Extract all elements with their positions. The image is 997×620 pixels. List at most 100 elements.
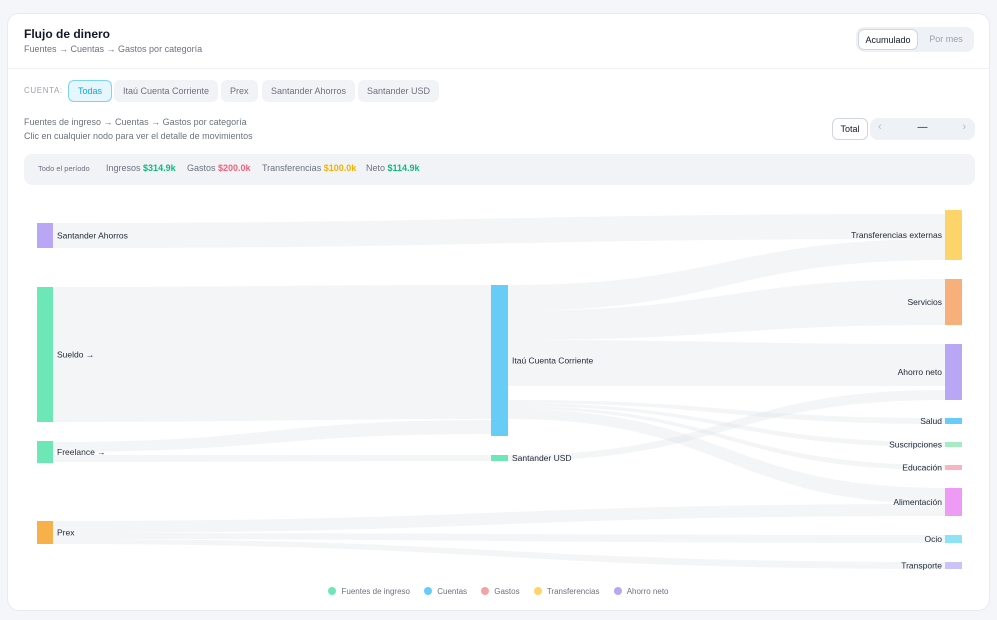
sankey-node-bar[interactable] <box>945 210 962 260</box>
sankey-node-label: Santander USD <box>512 453 572 463</box>
sankey-node-bar[interactable] <box>945 344 962 400</box>
view-accumulated-button[interactable]: Acumulado <box>858 29 918 50</box>
sankey-node-bar[interactable] <box>945 279 962 325</box>
period-pager: — ‹ › <box>870 118 975 140</box>
sankey-node-servicios[interactable]: Servicios <box>908 279 962 325</box>
sankey-node-transferencias[interactable]: Transferencias externas <box>851 210 962 260</box>
sankey-link-itau-suscripciones[interactable] <box>508 403 945 447</box>
account-chip-prex[interactable]: Prex <box>221 80 258 102</box>
income-label: Ingresos <box>106 163 141 173</box>
sankey-node-label: Freelance → <box>57 447 106 457</box>
transfer-value: $100.0k <box>323 163 357 173</box>
net-value: $114.9k <box>387 163 420 173</box>
sankey-diagram: Santander Ahorros Sueldo → Freelance → Prex… <box>37 210 962 571</box>
sankey-link-itau-salud[interactable] <box>508 400 945 424</box>
sankey-node-bar[interactable] <box>945 488 962 516</box>
sankey-node-label: Transferencias externas <box>851 230 942 240</box>
legend-dot <box>424 587 433 595</box>
sankey-node-bar[interactable] <box>945 465 962 470</box>
sankey-node-bar[interactable] <box>491 455 508 461</box>
legend: Fuentes de ingreso Cuentas Gastos Transf… <box>8 587 989 596</box>
expense-value: $200.0k <box>218 163 251 173</box>
sankey-link-itau-ahorro[interactable] <box>508 340 945 386</box>
money-flow-card: Flujo de dinero Fuentes → Cuentas → Gast… <box>7 13 990 611</box>
sankey-node-bar[interactable] <box>945 535 962 543</box>
sankey-node-label: Suscripciones <box>889 440 942 450</box>
summary-bar: Todo el período Ingresos $314.9k Gastos … <box>24 154 975 185</box>
card-header: Flujo de dinero Fuentes → Cuentas → Gast… <box>8 14 989 69</box>
sankey-node-freelance[interactable]: Freelance → <box>37 441 106 463</box>
sankey-node-bar[interactable] <box>37 223 53 248</box>
sankey-link-itau-educacion[interactable] <box>508 406 945 470</box>
sankey-node-santander_ahorros[interactable]: Santander Ahorros <box>37 223 128 248</box>
sankey-link-freelance-santander_usd[interactable] <box>53 455 491 462</box>
view-toggle: Acumulado Por mes <box>856 27 974 52</box>
sankey-node-bar[interactable] <box>945 418 962 424</box>
legend-item-savings: Ahorro neto <box>613 587 669 596</box>
legend-dot <box>533 587 542 595</box>
sankey-node-alimentacion[interactable]: Alimentación <box>893 488 962 516</box>
expense-label: Gastos <box>187 163 216 173</box>
chevron-left-icon[interactable]: ‹ <box>878 121 882 133</box>
sankey-node-label: Sueldo → <box>57 350 94 360</box>
account-chip-santander-ahorros[interactable]: Santander Ahorros <box>262 80 356 102</box>
sankey-links <box>53 214 945 569</box>
sankey-link-sueldo-itau[interactable] <box>53 285 491 422</box>
legend-item-expenses: Gastos <box>481 587 520 596</box>
sankey-node-sueldo[interactable]: Sueldo → <box>37 287 94 422</box>
sankey-link-santander_usd-ahorro[interactable] <box>508 390 945 461</box>
sankey-node-salud[interactable]: Salud <box>920 416 962 426</box>
sankey-node-label: Prex <box>57 528 75 538</box>
account-chip-todas[interactable]: Todas <box>68 80 113 102</box>
sankey-node-bar[interactable] <box>945 442 962 447</box>
page-title: Flujo de dinero <box>24 27 110 41</box>
sankey-link-prex-transporte[interactable] <box>53 539 945 569</box>
transfer-label: Transferencias <box>262 163 322 173</box>
sankey-node-label: Educación <box>902 463 942 473</box>
legend-item-accounts: Cuentas <box>424 587 467 596</box>
total-button[interactable]: Total <box>832 118 868 140</box>
sankey-node-santander_usd[interactable]: Santander USD <box>491 453 572 463</box>
legend-dot <box>328 587 337 595</box>
sankey-node-educacion[interactable]: Educación <box>902 463 962 473</box>
sankey-nodes: Santander Ahorros Sueldo → Freelance → Prex… <box>37 210 962 571</box>
flow-hint: Clic en cualquier nodo para ver el detal… <box>24 131 253 141</box>
sankey-link-prex-ocio[interactable] <box>53 533 945 543</box>
net-label: Neto <box>366 163 386 173</box>
sankey-node-label: Santander Ahorros <box>57 231 128 241</box>
transfer-summary: Transferencias $100.0k <box>262 163 356 173</box>
sankey-node-ocio[interactable]: Ocio <box>925 534 962 544</box>
sankey-node-bar[interactable] <box>37 521 53 544</box>
sankey-node-label: Itaú Cuenta Corriente <box>512 356 594 366</box>
chevron-right-icon[interactable]: › <box>962 121 966 133</box>
income-value: $314.9k <box>143 163 176 173</box>
sankey-node-label: Ocio <box>925 534 943 544</box>
legend-dot <box>481 587 490 595</box>
sankey-node-bar[interactable] <box>945 562 962 569</box>
sankey-link-itau-transferencias[interactable] <box>508 239 945 311</box>
account-filter-label: CUENTA: <box>24 86 63 95</box>
sankey-node-itau[interactable]: Itaú Cuenta Corriente <box>491 285 594 436</box>
sankey-node-prex[interactable]: Prex <box>37 521 75 544</box>
account-chip-santander-usd[interactable]: Santander USD <box>358 80 440 102</box>
account-chip-itau[interactable]: Itaú Cuenta Corriente <box>114 80 219 102</box>
sankey-node-label: Servicios <box>908 297 942 307</box>
sankey-node-label: Alimentación <box>893 497 942 507</box>
net-summary: Neto $114.9k <box>366 163 420 173</box>
sankey-link-itau-servicios[interactable] <box>508 279 945 340</box>
sankey-link-prex-alimentacion[interactable] <box>53 504 945 533</box>
sankey-node-suscripciones[interactable]: Suscripciones <box>889 440 962 450</box>
sankey-node-bar[interactable] <box>491 285 508 436</box>
sankey-node-ahorro[interactable]: Ahorro neto <box>898 344 962 400</box>
sankey-link-freelance-itau[interactable] <box>53 420 491 452</box>
legend-dot <box>613 587 622 595</box>
sankey-node-bar[interactable] <box>37 441 53 463</box>
view-monthly-button[interactable]: Por mes <box>929 34 963 44</box>
sankey-node-transporte[interactable]: Transporte <box>901 561 962 571</box>
sankey-node-bar[interactable] <box>37 287 53 422</box>
sankey-link-santander_ahorros-transferencias[interactable] <box>53 214 945 248</box>
sankey-node-label: Transporte <box>901 561 942 571</box>
income-summary: Ingresos $314.9k <box>106 163 176 173</box>
sankey-link-itau-alimentacion[interactable] <box>508 409 945 504</box>
sankey-node-label: Salud <box>920 416 942 426</box>
